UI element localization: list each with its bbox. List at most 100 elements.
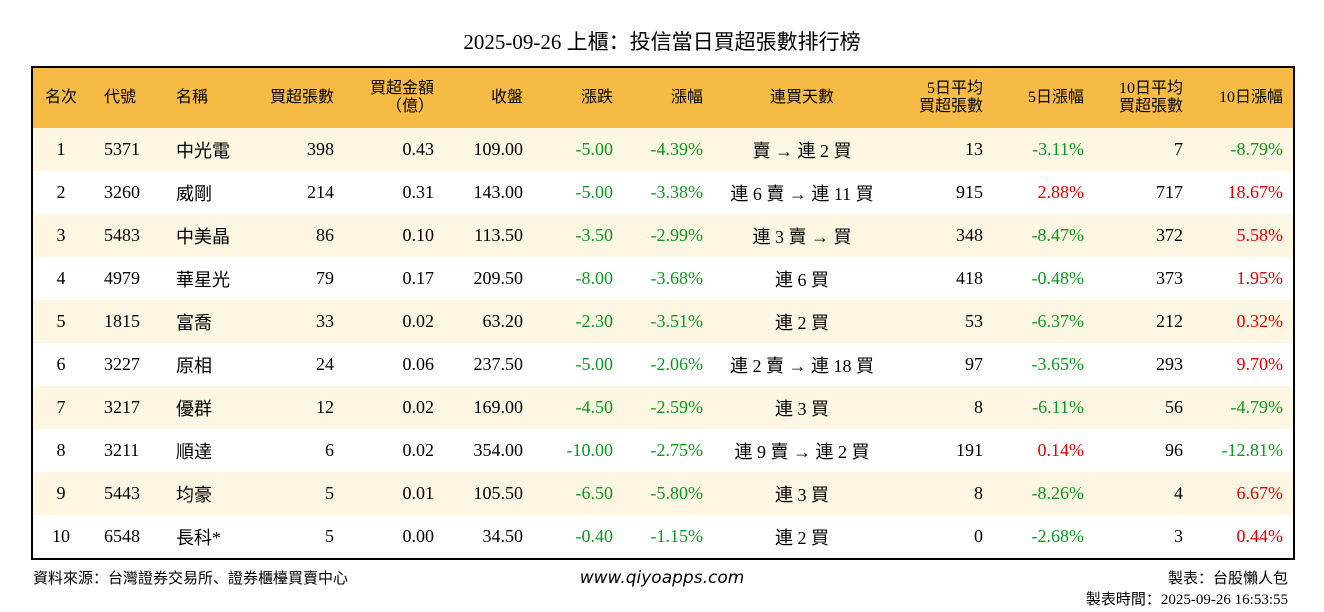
website: www.qiyoapps.com xyxy=(579,568,745,588)
table-cell: -3.38% xyxy=(650,182,704,202)
table-cell: 293 xyxy=(1156,354,1183,374)
column-header: 名次 xyxy=(32,67,89,128)
column-header: 10日平均 買超張數 xyxy=(1094,67,1193,128)
table-cell: 賣 → 連 2 買 xyxy=(713,128,891,171)
table-cell: 214 xyxy=(307,182,334,202)
column-header: 5日平均 買超張數 xyxy=(891,67,993,128)
table-cell: 3211 xyxy=(104,440,140,460)
table-cell: -4.79% xyxy=(1193,386,1294,429)
table-cell: 優群 xyxy=(161,386,251,429)
table-cell: 0.00 xyxy=(402,526,435,546)
table-row: 4 4979 華星光 79 0.17 209.50 -8.00 -3.68% 連 6 買 418 -… xyxy=(32,257,1294,300)
table-cell: 109.00 xyxy=(444,128,533,171)
table-cell: 連 2 買 xyxy=(775,527,829,548)
table-row: 8 3211 順達 6 0.02 354.00 -10.00 -2.75% 連 9 賣 → 連 … xyxy=(32,429,1294,472)
table-cell: -1.15% xyxy=(650,526,704,546)
table-cell: -4.39% xyxy=(623,128,713,171)
ranking-table: 名次 代號 名稱 買超張數 買超金額 （億） 收盤 漲跌 漲幅 連買天數 5日平均 買超張數 5日漲… xyxy=(31,66,1295,560)
table-cell: -3.68% xyxy=(650,268,704,288)
source-note: 資料來源：台灣證券交易所、證券櫃檯買賣中心 xyxy=(33,571,349,587)
table-cell: 398 xyxy=(251,128,344,171)
table-cell: 53 xyxy=(891,300,993,343)
table-body: 1 5371 中光電 398 0.43 109.00 -5.00 -4.39% 賣 → 連 2 … xyxy=(32,128,1294,559)
table-cell: 5 xyxy=(32,300,89,343)
table-cell: 0.14% xyxy=(1037,440,1085,460)
table-cell: 富喬 xyxy=(161,300,251,343)
table-cell: -8.79% xyxy=(1193,128,1294,171)
table-cell: 0.17 xyxy=(402,268,435,288)
table-cell: 原相 xyxy=(176,355,212,376)
table-cell: 96 xyxy=(1165,440,1183,460)
table-cell: 1815 xyxy=(89,300,161,343)
table-cell: 8 xyxy=(891,472,993,515)
table-cell: 33 xyxy=(251,300,344,343)
table-cell: 6.67% xyxy=(1193,472,1294,515)
table-cell: 237.50 xyxy=(473,354,524,374)
table-cell: 5371 xyxy=(89,128,161,171)
table-cell: 5 xyxy=(325,526,334,546)
table-cell: -2.59% xyxy=(623,386,713,429)
table-cell: 56 xyxy=(1094,386,1193,429)
table-cell: -2.99% xyxy=(623,214,713,257)
table-cell: -2.75% xyxy=(650,440,704,460)
table-cell: 0.02 xyxy=(344,386,444,429)
column-header: 10日漲幅 xyxy=(1193,67,1294,128)
table-cell: 169.00 xyxy=(444,386,533,429)
table-row: 1 5371 中光電 398 0.43 109.00 -5.00 -4.39% 賣 → 連 2 … xyxy=(32,128,1294,171)
table-cell: 7 xyxy=(32,386,89,429)
table-cell: 5483 xyxy=(89,214,161,257)
table-row: 9 5443 均豪 5 0.01 105.50 -6.50 -5.80% 連 3 買 8 -8.26… xyxy=(32,472,1294,515)
table-cell: 0.31 xyxy=(402,182,435,202)
table-row: 5 1815 富喬 33 0.02 63.20 -2.30 -3.51% 連 2 買 53 -6.3… xyxy=(32,300,1294,343)
table-cell: 0.06 xyxy=(402,354,435,374)
table-cell: 4 xyxy=(1094,472,1193,515)
table-cell: -8.00 xyxy=(575,268,614,288)
table-cell: 6 xyxy=(56,354,66,374)
table-cell: -2.06% xyxy=(650,354,704,374)
column-header: 連買天數 xyxy=(713,67,891,128)
title: 2025-09-26 上櫃：投信當日買超張數排行榜 xyxy=(463,30,861,54)
table-cell: -3.65% xyxy=(1031,354,1085,374)
table-cell: 348 xyxy=(891,214,993,257)
table-cell: -3.51% xyxy=(623,300,713,343)
table-cell: -6.37% xyxy=(993,300,1094,343)
table-cell: 連 9 賣 → 連 2 買 xyxy=(734,441,870,462)
table-row: 3 5483 中美晶 86 0.10 113.50 -3.50 -2.99% 連 3 賣 → 買… xyxy=(32,214,1294,257)
table-cell: -8.26% xyxy=(993,472,1094,515)
table-cell: -2.68% xyxy=(1031,526,1085,546)
table-cell: 354.00 xyxy=(473,440,524,460)
column-header: 漲幅 xyxy=(623,67,713,128)
table-cell: 均豪 xyxy=(161,472,251,515)
table-cell: -6.50 xyxy=(533,472,623,515)
table-cell: 連 3 買 xyxy=(713,386,891,429)
table-cell: 0.43 xyxy=(344,128,444,171)
table-cell: 0.10 xyxy=(344,214,444,257)
table-cell: -12.81% xyxy=(1221,440,1284,460)
table-cell: 1.95% xyxy=(1236,268,1284,288)
table-cell: -2.30 xyxy=(533,300,623,343)
table-cell: 8 xyxy=(56,440,66,460)
table-cell: 4 xyxy=(56,268,66,288)
table-cell: 6 xyxy=(325,440,334,460)
column-header: 漲跌 xyxy=(533,67,623,128)
table-cell: 18.67% xyxy=(1227,182,1284,202)
column-header: 買超金額 （億） xyxy=(344,67,444,128)
table-cell: 長科* xyxy=(176,527,221,548)
table-cell: 209.50 xyxy=(473,268,524,288)
column-header: 買超張數 xyxy=(251,67,344,128)
table-cell: 威剛 xyxy=(176,183,212,204)
table-cell: 143.00 xyxy=(473,182,524,202)
table-cell: 105.50 xyxy=(444,472,533,515)
table-cell: 13 xyxy=(891,128,993,171)
header-row: 名次 代號 名稱 買超張數 買超金額 （億） 收盤 漲跌 漲幅 連買天數 5日平均 買超張數 5日漲… xyxy=(32,67,1294,128)
table-cell: 順達 xyxy=(176,441,212,462)
column-header: 5日漲幅 xyxy=(993,67,1094,128)
table-cell: 9.70% xyxy=(1236,354,1284,374)
table-cell: 2 xyxy=(56,182,66,202)
table-cell: 372 xyxy=(1094,214,1193,257)
table-cell: 2.88% xyxy=(1037,182,1085,202)
table-cell: -10.00 xyxy=(566,440,614,460)
table-cell: 717 xyxy=(1156,182,1183,202)
table-cell: 63.20 xyxy=(444,300,533,343)
